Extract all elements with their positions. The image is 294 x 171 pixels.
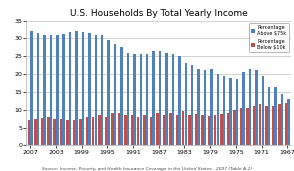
Bar	[28, 120, 30, 145]
Bar	[79, 119, 82, 145]
Bar	[262, 76, 264, 145]
Bar	[69, 32, 71, 145]
Bar	[133, 54, 136, 145]
Bar	[118, 113, 120, 145]
Bar	[152, 51, 155, 145]
Bar	[210, 69, 213, 145]
Bar	[131, 115, 133, 145]
Bar	[140, 54, 142, 145]
Bar	[176, 115, 178, 145]
Bar	[150, 117, 152, 145]
Bar	[60, 119, 62, 145]
Bar	[43, 35, 46, 145]
Bar	[88, 33, 91, 145]
Bar	[54, 119, 56, 145]
Bar	[120, 47, 123, 145]
Bar	[124, 115, 127, 145]
Bar	[47, 117, 49, 145]
Bar	[246, 108, 249, 145]
Bar	[95, 36, 97, 145]
Bar	[111, 113, 114, 145]
Bar	[227, 113, 229, 145]
Bar	[165, 53, 168, 145]
Bar	[278, 104, 281, 145]
Bar	[220, 114, 223, 145]
Bar	[41, 117, 43, 145]
Bar	[197, 69, 200, 145]
Bar	[268, 87, 270, 145]
Bar	[287, 99, 290, 145]
Bar	[201, 115, 204, 145]
Bar	[249, 69, 251, 145]
Bar	[253, 106, 255, 145]
Bar	[34, 119, 37, 145]
Bar	[281, 94, 283, 145]
Bar	[163, 115, 165, 145]
Bar	[191, 65, 193, 145]
Bar	[105, 117, 107, 145]
Bar	[195, 114, 197, 145]
Bar	[82, 32, 84, 145]
Bar	[63, 34, 65, 145]
Bar	[56, 35, 59, 145]
Bar	[188, 115, 191, 145]
Bar	[285, 103, 287, 145]
Bar	[86, 117, 88, 145]
Bar	[223, 76, 225, 145]
Bar	[265, 106, 268, 145]
Bar	[107, 40, 110, 145]
Bar	[233, 110, 236, 145]
Bar	[272, 106, 274, 145]
Bar	[30, 31, 33, 145]
Bar	[240, 108, 242, 145]
Bar	[101, 35, 103, 145]
Bar	[236, 79, 238, 145]
Bar	[146, 54, 148, 145]
Bar	[204, 70, 206, 145]
Bar	[50, 36, 52, 145]
Bar	[274, 87, 277, 145]
Bar	[230, 78, 232, 145]
Bar	[127, 53, 129, 145]
Bar	[143, 115, 146, 145]
Bar	[114, 44, 116, 145]
Bar	[208, 116, 210, 145]
Bar	[159, 51, 161, 145]
Bar	[255, 70, 258, 145]
Text: Source: Income, Poverty, and Health Insurance Coverage in the United States - 20: Source: Income, Poverty, and Health Insu…	[42, 167, 252, 171]
Bar	[156, 113, 159, 145]
Bar	[214, 115, 216, 145]
Bar	[75, 31, 78, 145]
Bar	[37, 33, 39, 145]
Bar	[92, 117, 94, 145]
Bar	[178, 56, 181, 145]
Title: U.S. Households By Total Yearly Income: U.S. Households By Total Yearly Income	[70, 9, 248, 18]
Bar	[182, 111, 184, 145]
Bar	[169, 113, 171, 145]
Bar	[172, 54, 174, 145]
Legend: Percentage
Above $75k, Percentage
Below $10k: Percentage Above $75k, Percentage Below …	[249, 23, 289, 52]
Bar	[73, 120, 75, 145]
Bar	[98, 115, 101, 145]
Bar	[242, 72, 245, 145]
Bar	[66, 120, 69, 145]
Bar	[217, 74, 219, 145]
Bar	[259, 104, 261, 145]
Bar	[185, 63, 187, 145]
Bar	[137, 117, 139, 145]
